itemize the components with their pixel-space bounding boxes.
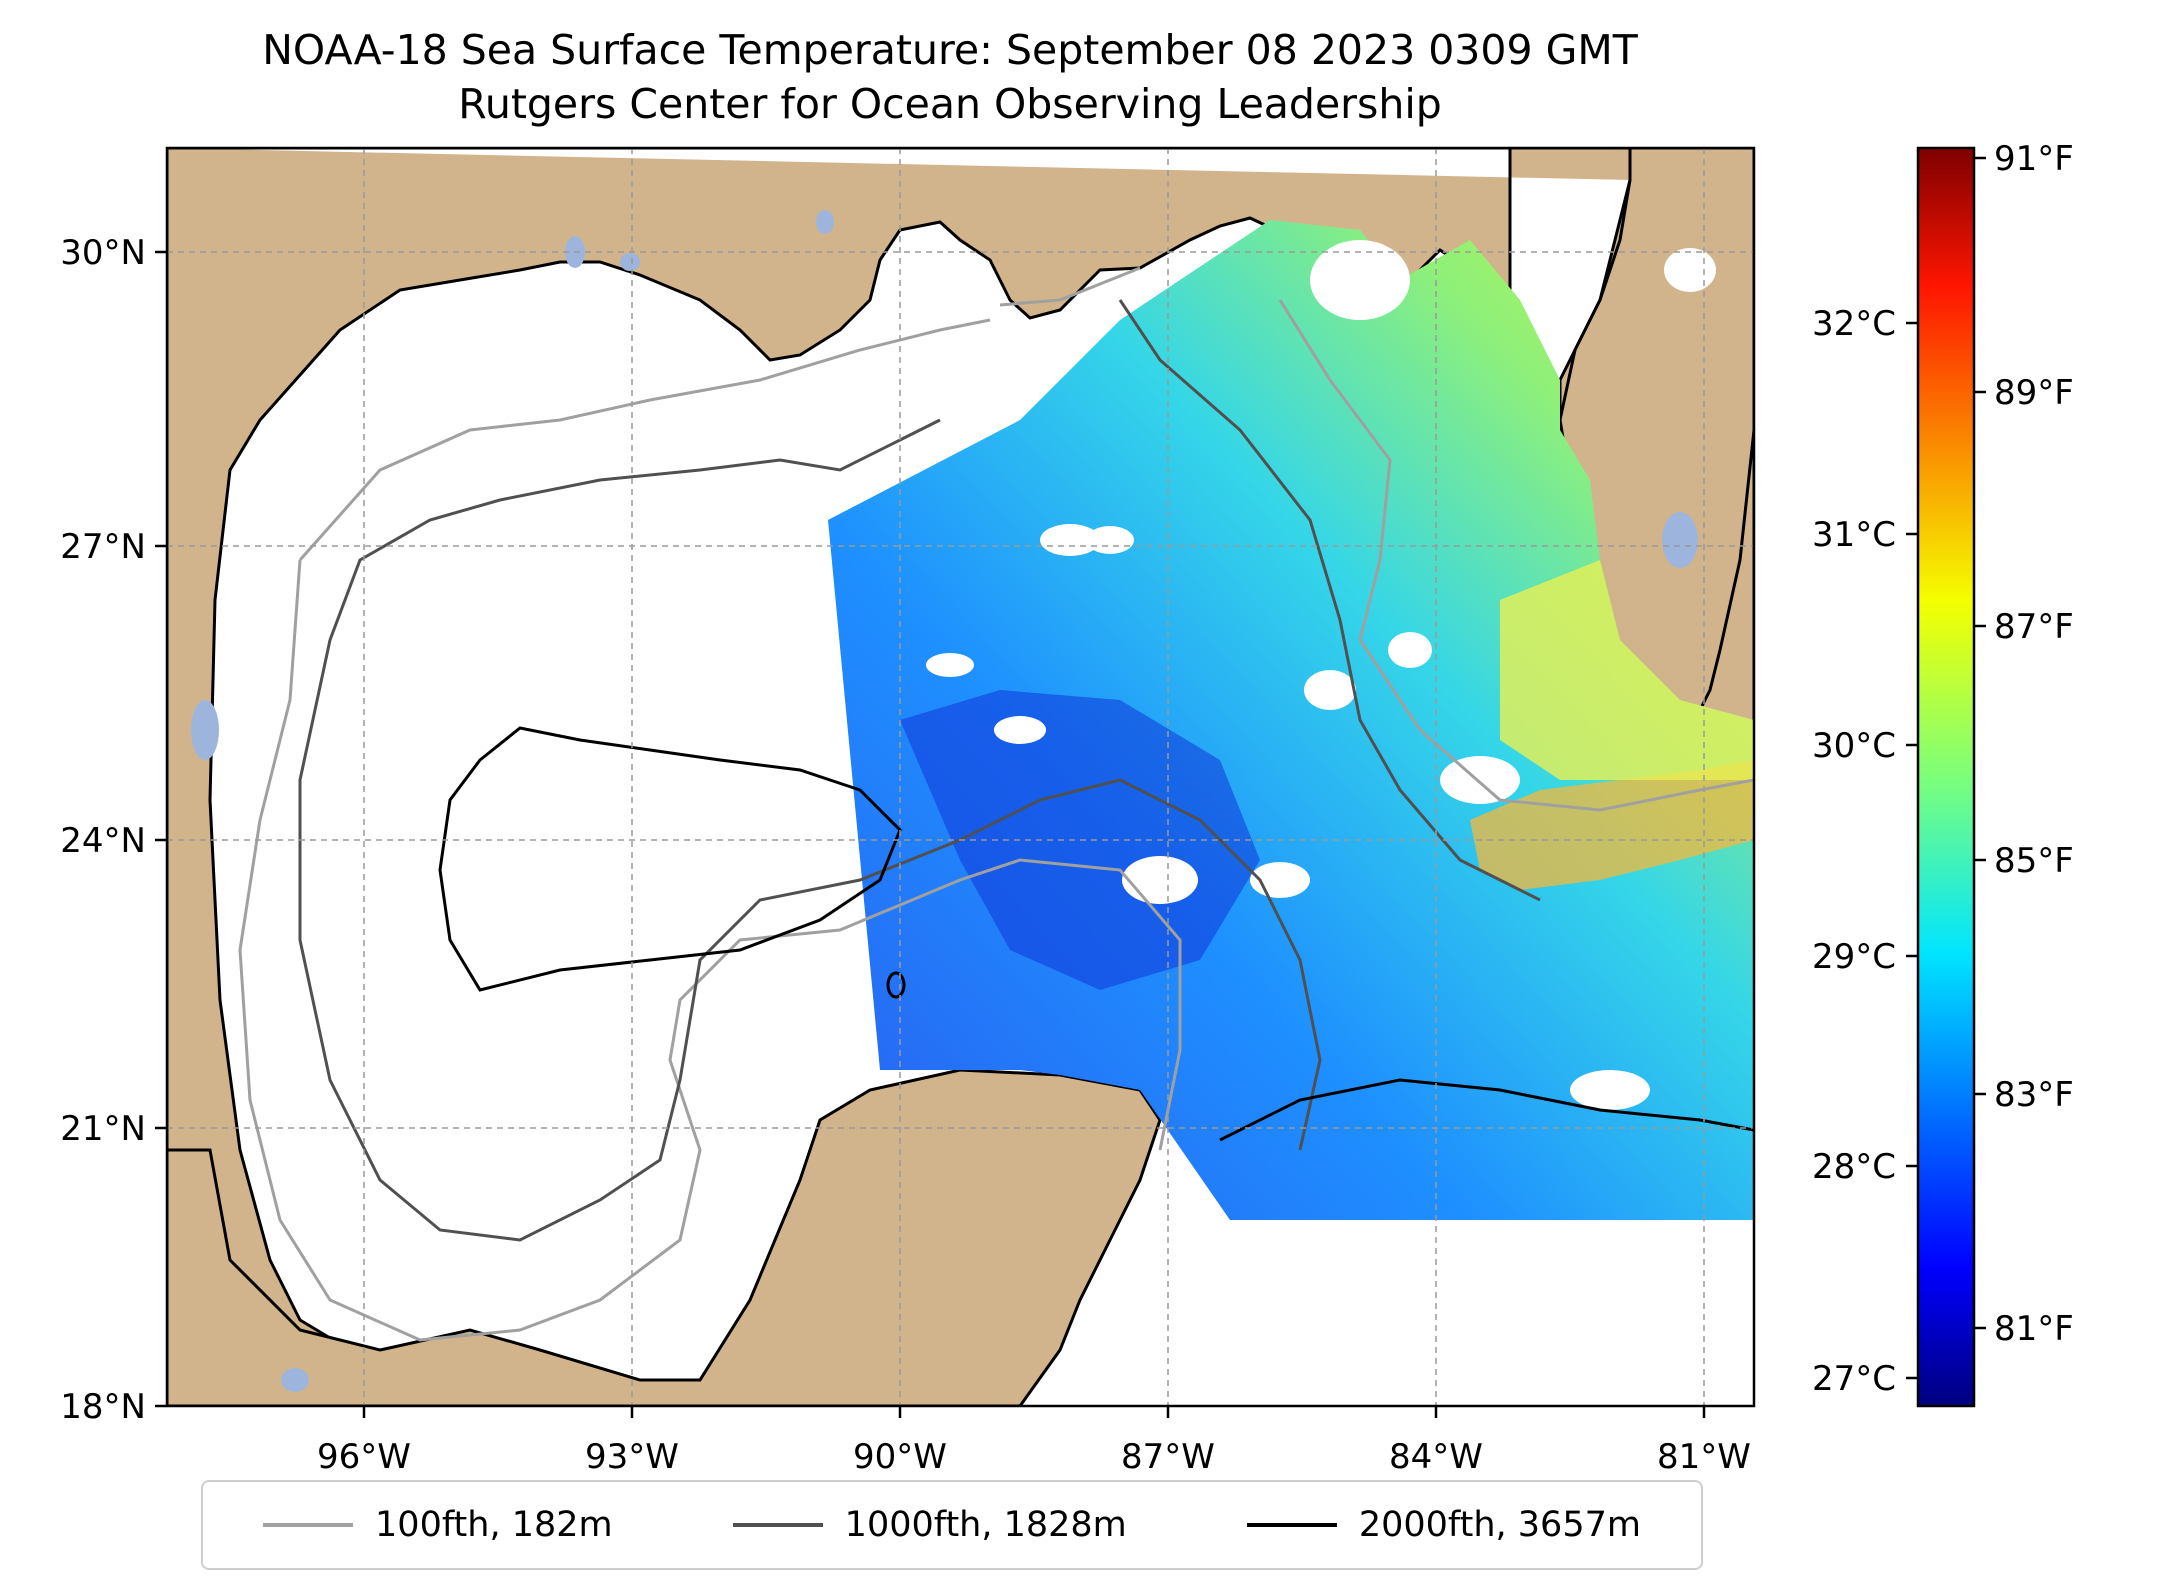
celsius-tick-label: 31°C	[1812, 515, 1896, 555]
fahrenheit-tick-label: 91°F	[1994, 139, 2074, 179]
bathymetry-seamount	[886, 971, 906, 999]
fahrenheit-tick-label: 87°F	[1994, 607, 2074, 647]
legend-item-100fth: 100fth, 182m	[263, 1505, 613, 1545]
latitude-tick-label: 21°N	[60, 1109, 146, 1149]
cloud-mask	[926, 240, 1716, 1110]
legend-item-2000fth: 2000fth, 3657m	[1246, 1505, 1641, 1545]
longitude-axis: 96°W 93°W 90°W 87°W 84°W 81°W	[317, 1406, 1751, 1477]
celsius-tick-label: 30°C	[1812, 726, 1896, 766]
latitude-tick-label: 30°N	[60, 233, 146, 273]
longitude-tick-label: 87°W	[1121, 1437, 1215, 1477]
longitude-tick-label: 81°W	[1657, 1437, 1751, 1477]
land-yucatan	[167, 1068, 1162, 1406]
legend-item-1000fth: 1000fth, 1828m	[732, 1505, 1127, 1545]
longitude-tick-label: 90°W	[853, 1437, 947, 1477]
lakes	[191, 210, 1698, 1392]
colorbar: 32°C 31°C 30°C 29°C 28°C 27°C 91°F 89°F …	[1812, 139, 2074, 1408]
colorbar-gradient	[1916, 146, 1976, 1408]
legend-label: 100fth, 182m	[375, 1505, 613, 1545]
latitude-tick-label: 24°N	[60, 821, 146, 861]
bathymetry-100fth-contour	[238, 266, 1754, 1342]
fahrenheit-tick-label: 81°F	[1994, 1309, 2074, 1349]
legend-line-2000fth	[1246, 1523, 1337, 1527]
fahrenheit-tick-label: 89°F	[1994, 373, 2074, 413]
gridlines	[167, 148, 1754, 1406]
celsius-tick-label: 28°C	[1812, 1147, 1896, 1187]
latitude-tick-label: 18°N	[60, 1387, 146, 1427]
fahrenheit-tick-label: 83°F	[1994, 1075, 2074, 1115]
longitude-tick-label: 96°W	[317, 1437, 411, 1477]
bathymetry-2000fth-contour	[438, 726, 1754, 1142]
map-title: NOAA-18 Sea Surface Temperature: Septemb…	[262, 26, 1638, 74]
celsius-tick-label: 29°C	[1812, 937, 1896, 977]
celsius-tick-label: 32°C	[1812, 304, 1896, 344]
map-frame	[165, 146, 1756, 1408]
celsius-tick-label: 27°C	[1812, 1359, 1896, 1399]
bathymetry-1000fth-contour	[298, 299, 1541, 1242]
contour-legend: 100fth, 182m 1000fth, 1828m 2000fth, 365…	[201, 1480, 1703, 1570]
map-area	[167, 148, 1754, 1406]
legend-label: 2000fth, 3657m	[1358, 1505, 1641, 1545]
legend-line-1000fth	[732, 1523, 823, 1527]
latitude-axis: 30°N 27°N 24°N 21°N 18°N	[60, 233, 167, 1427]
legend-line-100fth	[263, 1523, 354, 1527]
legend-label: 1000fth, 1828m	[844, 1505, 1127, 1545]
map-subtitle: Rutgers Center for Ocean Observing Leade…	[458, 80, 1442, 128]
sst-warm-florida-shelf	[1500, 560, 1754, 780]
latitude-tick-label: 27°N	[60, 527, 146, 567]
fahrenheit-tick-label: 85°F	[1994, 841, 2074, 881]
longitude-tick-label: 84°W	[1389, 1437, 1483, 1477]
longitude-tick-label: 93°W	[585, 1437, 679, 1477]
